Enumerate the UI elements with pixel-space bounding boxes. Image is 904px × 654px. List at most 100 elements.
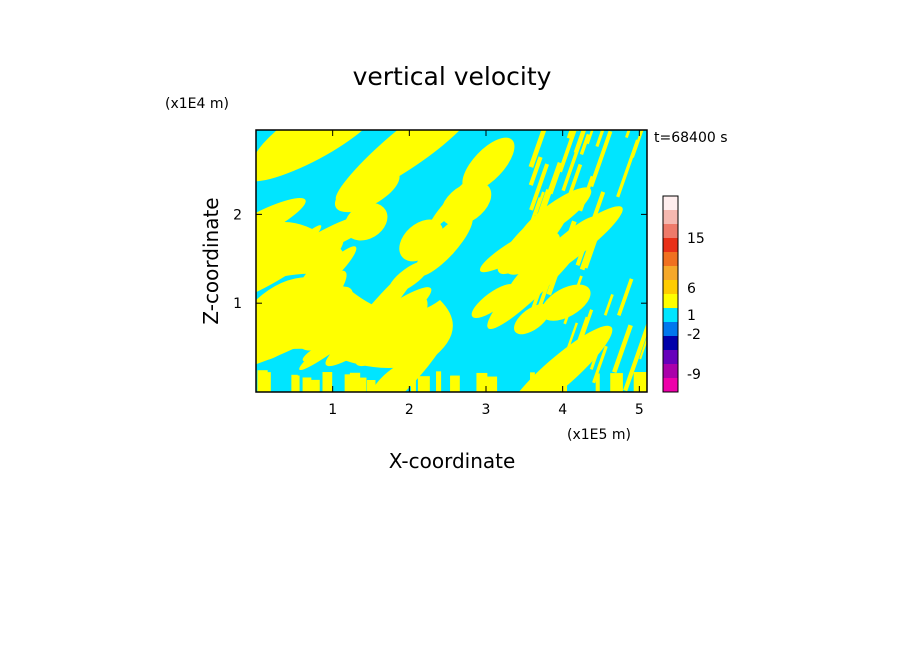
- positive-streak: [534, 237, 566, 317]
- positive-region: [256, 222, 345, 285]
- positive-streak: [559, 163, 583, 219]
- y-axis-ticks: 12: [233, 207, 647, 312]
- positive-streak: [592, 345, 608, 384]
- positive-region: [471, 284, 516, 319]
- positive-streak: [558, 130, 577, 173]
- positive-region: [486, 376, 498, 392]
- positive-streak: [556, 322, 578, 380]
- positive-region: [399, 219, 444, 262]
- positive-streak: [575, 191, 606, 267]
- positive-streak: [617, 278, 634, 317]
- y-tick-label: 1: [233, 296, 242, 312]
- positive-streak: [612, 324, 633, 373]
- positive-streak: [584, 210, 608, 269]
- positive-region: [334, 168, 400, 213]
- positive-streak: [563, 275, 583, 325]
- x-tick-label: 5: [635, 402, 644, 418]
- y-tick-label: 2: [233, 207, 242, 223]
- positive-region: [256, 277, 453, 368]
- plot-area: [256, 130, 647, 392]
- x-tick-label: 4: [558, 402, 567, 418]
- positive-streak: [586, 130, 594, 145]
- positive-region: [436, 371, 442, 392]
- positive-streak: [576, 130, 579, 132]
- positive-streak: [595, 130, 605, 148]
- positive-streak: [639, 336, 647, 360]
- colorbar-frame: [662, 195, 679, 393]
- positive-region: [539, 376, 544, 392]
- positive-streak: [566, 130, 574, 140]
- colorbar-segment: [663, 364, 678, 378]
- x-tick-label: 3: [482, 402, 491, 418]
- colorbar-segment: [663, 294, 678, 308]
- positive-region: [366, 379, 376, 392]
- colorbar-segment: [663, 238, 678, 252]
- positive-streak: [530, 198, 549, 239]
- colorbar-label: 15: [687, 231, 705, 247]
- y-unit-label: (x1E4 m): [165, 96, 229, 112]
- x-tick-label: 2: [405, 402, 414, 418]
- positive-streak: [589, 347, 601, 370]
- positive-streak: [529, 163, 550, 211]
- x-axis-title: X-coordinate: [389, 449, 516, 473]
- positive-region: [417, 376, 430, 392]
- positive-region: [595, 373, 600, 392]
- positive-region: [257, 370, 268, 392]
- positive-region: [263, 378, 271, 392]
- positive-velocity-regions: [256, 130, 647, 392]
- positive-region: [633, 372, 647, 392]
- positive-region: [428, 170, 484, 230]
- positive-streak: [528, 156, 543, 186]
- x-axis-ticks: 1 2 3 4 5: [328, 130, 644, 418]
- positive-streak: [533, 191, 545, 216]
- colorbar-segment: [663, 280, 678, 294]
- colorbar-label: -2: [687, 327, 701, 343]
- time-label: t=68400 s: [654, 130, 728, 146]
- chart-title: vertical velocity: [353, 62, 552, 91]
- colorbar-segment: [663, 266, 678, 280]
- positive-region: [256, 132, 309, 164]
- positive-region: [322, 372, 333, 392]
- positive-streak: [616, 139, 640, 198]
- positive-region: [292, 375, 297, 392]
- colorbar-segment: [663, 308, 678, 322]
- positive-region: [530, 372, 535, 392]
- positive-region: [450, 375, 460, 392]
- positive-region: [414, 213, 473, 277]
- positive-streak: [561, 316, 590, 387]
- positive-region: [540, 378, 550, 392]
- positive-region: [513, 303, 551, 335]
- positive-streak: [579, 217, 603, 271]
- positive-streak: [603, 294, 614, 316]
- positive-streak: [528, 130, 547, 168]
- plot-frame: [255, 129, 648, 393]
- positive-streak: [578, 175, 595, 212]
- x-tick-label: 1: [328, 402, 337, 418]
- positive-region: [302, 377, 312, 392]
- positive-streak: [623, 321, 647, 392]
- colorbar-segment: [663, 196, 678, 210]
- colorbar-segment: [663, 322, 678, 336]
- positive-region: [349, 372, 361, 392]
- positive-region: [256, 197, 306, 251]
- positive-region: [385, 130, 449, 168]
- positive-region: [516, 263, 555, 295]
- positive-region: [497, 203, 569, 275]
- positive-region: [541, 284, 591, 321]
- positive-region: [476, 372, 488, 392]
- colorbar-segment: [663, 210, 678, 224]
- positive-region: [410, 371, 416, 392]
- x-unit-label: (x1E5 m): [567, 427, 631, 443]
- colorbar: 15 6 1 -2 -9: [662, 195, 705, 393]
- positive-streak: [573, 130, 585, 154]
- positive-streak: [530, 197, 542, 223]
- colorbar-label: 1: [687, 308, 696, 324]
- positive-region: [441, 181, 492, 226]
- y-axis-title: Z-coordinate: [199, 197, 223, 324]
- positive-region: [335, 130, 452, 202]
- positive-region: [308, 379, 320, 392]
- positive-streak: [549, 170, 561, 195]
- colorbar-label: 6: [687, 281, 696, 297]
- positive-streak: [525, 276, 546, 325]
